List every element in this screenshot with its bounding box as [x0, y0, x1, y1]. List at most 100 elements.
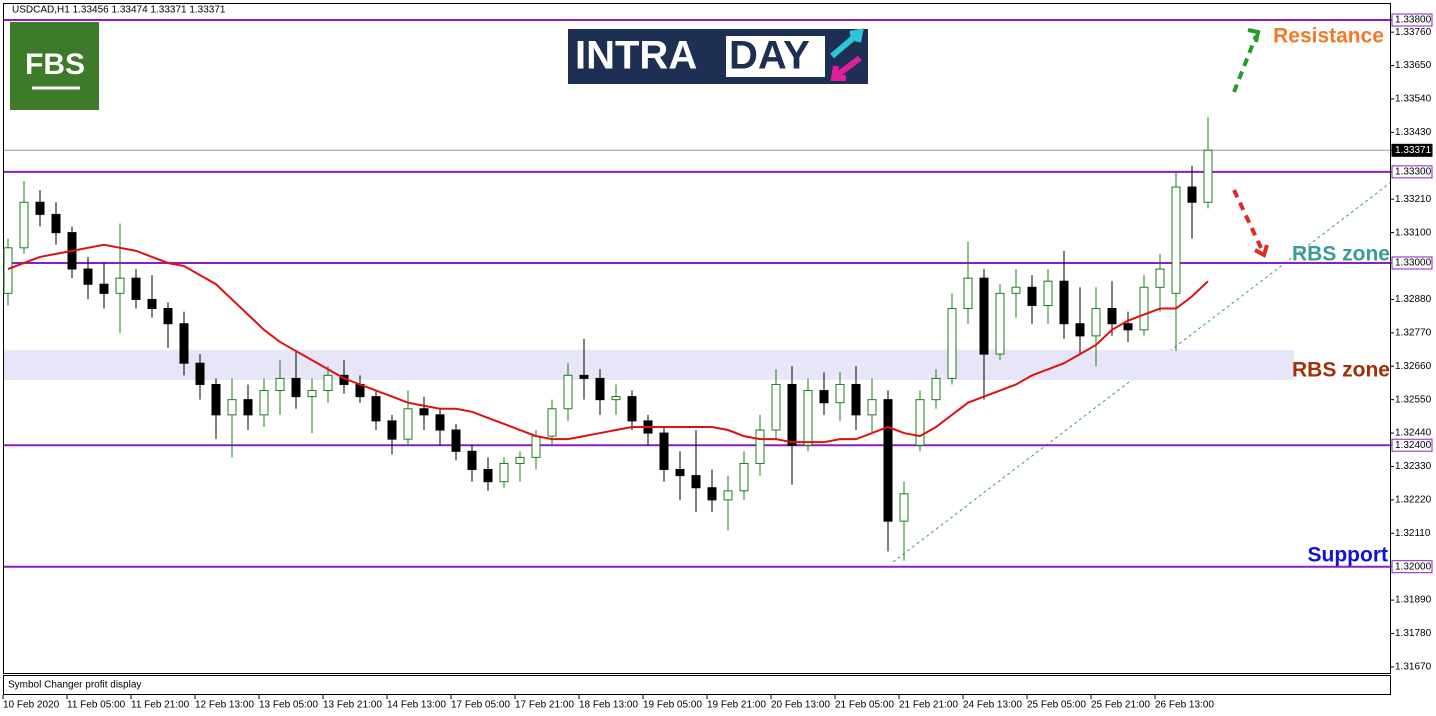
- x-tick-label: 14 Feb 13:00: [387, 700, 446, 711]
- y-tick-label: 1.32880: [1395, 294, 1432, 305]
- logo-arrow-up: [830, 28, 864, 59]
- candle-body: [211, 383, 221, 416]
- candle-body: [1075, 323, 1085, 337]
- candle-body: [515, 456, 525, 464]
- candle-body: [851, 383, 861, 416]
- candle-body: [403, 408, 413, 440]
- x-tick-label: 25 Feb 21:00: [1091, 700, 1150, 711]
- y-tick-label: 1.31780: [1395, 628, 1432, 639]
- x-tick-label: 13 Feb 21:00: [323, 700, 382, 711]
- candle-body: [755, 429, 765, 464]
- candle-body: [1027, 286, 1037, 307]
- candle-body: [691, 475, 701, 489]
- candle-body: [51, 213, 61, 234]
- intraday-left: INTRA: [575, 34, 697, 78]
- x-tick-label: 11 Feb 05:00: [67, 700, 126, 711]
- candle-body: [563, 374, 573, 410]
- price-tag: [1391, 438, 1433, 452]
- plot-frame: [3, 3, 1391, 674]
- y-tick-label: 1.32000: [1395, 561, 1432, 572]
- price-tag: [1391, 256, 1433, 270]
- candle-body: [419, 408, 429, 416]
- y-tick-label: 1.33540: [1395, 94, 1432, 105]
- candle-body: [787, 383, 797, 446]
- candle-body: [451, 429, 461, 452]
- candle-body: [579, 374, 589, 379]
- x-tick-label: 10 Feb 2020: [3, 700, 60, 711]
- candle-body: [227, 399, 237, 416]
- logo-arrow-down: [830, 55, 862, 81]
- candle-body: [723, 490, 733, 501]
- x-tick-label: 18 Feb 13:00: [579, 700, 638, 711]
- price-tag: [1391, 560, 1433, 574]
- arrow-up-head: [1247, 28, 1261, 43]
- candle-body: [307, 390, 317, 398]
- x-tick-label: 21 Feb 21:00: [899, 700, 958, 711]
- candle-body: [371, 396, 381, 422]
- candle-body: [995, 292, 1005, 355]
- candle-body: [1107, 308, 1117, 325]
- candle-body: [739, 462, 749, 492]
- candle-body: [675, 469, 685, 477]
- candle-body: [963, 277, 973, 310]
- x-tick-label: 12 Feb 13:00: [195, 700, 254, 711]
- candle-body: [1091, 308, 1101, 337]
- annotation: RBS zone: [1292, 359, 1390, 382]
- candle-body: [899, 493, 909, 522]
- candle-body: [115, 277, 125, 294]
- candle-body: [835, 383, 845, 404]
- intraday-box: [726, 36, 825, 77]
- x-tick-label: 21 Feb 05:00: [835, 700, 894, 711]
- x-tick-label: 19 Feb 21:00: [707, 700, 766, 711]
- x-tick-label: 19 Feb 05:00: [643, 700, 702, 711]
- price-tag: [1391, 165, 1433, 179]
- chart-title: USDCAD,H1 1.33456 1.33474 1.33371 1.3337…: [12, 5, 226, 16]
- x-tick-label: 25 Feb 05:00: [1027, 700, 1086, 711]
- x-tick-label: 17 Feb 21:00: [515, 700, 574, 711]
- candle-body: [99, 283, 109, 294]
- y-tick-label: 1.33650: [1395, 60, 1432, 71]
- candle-body: [883, 399, 893, 522]
- y-tick-label: 1.32550: [1395, 394, 1432, 405]
- candle-body: [1123, 323, 1133, 331]
- fbs-logo: [10, 22, 99, 110]
- annotation: Resistance: [1273, 25, 1384, 48]
- candle-body: [1203, 149, 1213, 203]
- y-tick-label: 1.33430: [1395, 127, 1432, 138]
- moving-average: [7, 243, 1209, 444]
- x-tick-label: 11 Feb 21:00: [131, 700, 190, 711]
- x-tick-label: 20 Feb 13:00: [771, 700, 830, 711]
- candle-body: [179, 323, 189, 364]
- candle-body: [163, 308, 173, 325]
- candle-body: [595, 377, 605, 401]
- y-tick-label: 1.31890: [1395, 595, 1432, 606]
- candle-body: [387, 420, 397, 440]
- intraday-right: DAY: [729, 34, 810, 78]
- candle-body: [1139, 286, 1149, 331]
- candle-body: [435, 414, 445, 431]
- indicator-frame: [3, 675, 1391, 695]
- candle-body: [947, 308, 957, 379]
- candle-body: [627, 396, 637, 422]
- x-tick-label: 24 Feb 13:00: [963, 700, 1022, 711]
- candle-body: [259, 390, 269, 416]
- y-tick-label: 1.33760: [1395, 27, 1432, 38]
- candle-body: [1043, 280, 1053, 307]
- x-tick-label: 17 Feb 05:00: [451, 700, 510, 711]
- candle-body: [659, 432, 669, 471]
- candle-body: [611, 396, 621, 401]
- candle-body: [3, 247, 13, 294]
- candle-body: [531, 435, 541, 458]
- arrow-up: [1232, 35, 1258, 93]
- arrow-down-head: [1254, 244, 1269, 258]
- candle-body: [1171, 186, 1181, 294]
- y-tick-label: 1.33100: [1395, 227, 1432, 238]
- y-tick-label: 1.33800: [1395, 15, 1432, 26]
- x-tick-label: 13 Feb 05:00: [259, 700, 318, 711]
- candle-body: [19, 201, 29, 249]
- candle-body: [867, 399, 877, 416]
- candle-body: [1187, 186, 1197, 203]
- fbs-text: FBS: [25, 48, 85, 81]
